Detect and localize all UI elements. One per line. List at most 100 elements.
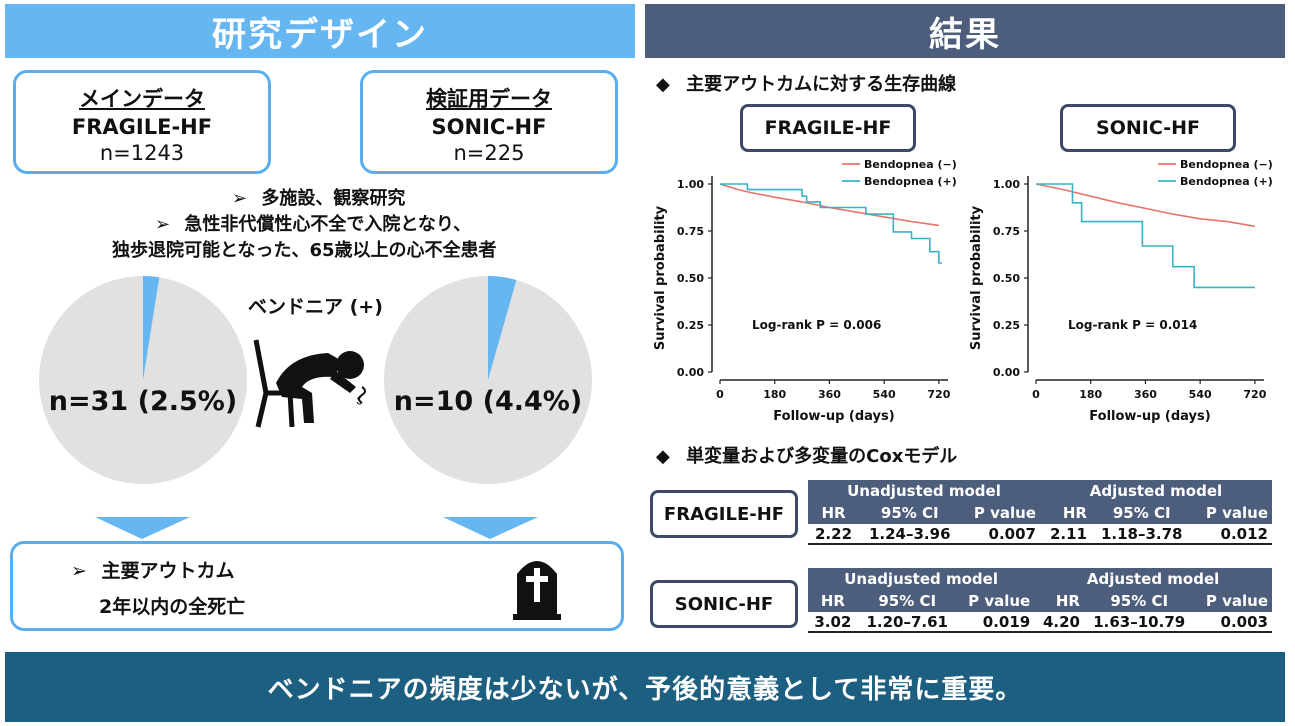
cell-hr: 2.22 [808,524,860,545]
unadjusted-header: Unadjusted model [808,568,1035,590]
sonic-pie-label: n=10 (4.4%) [393,386,583,417]
x-axis-label: Follow-up (days) [1089,409,1210,424]
series-line [720,183,942,264]
legend-label: Bendopnea (+) [1180,175,1273,188]
pie-slice-bendopnea [143,276,160,380]
col-ci: 95% CI [857,590,957,612]
sonic-survival-chart: 0.00 0.25 0.50 0.75 1.00 0 180 360 540 720 Follow-… [969,158,1273,424]
series-line [1036,183,1255,289]
fragile-chart-label: FRAGILE-HF [740,104,916,152]
pie-slice-bendopnea [488,276,517,380]
cox-group-header-row: Unadjusted model Adjusted model [808,480,1272,502]
cox-section-title: ◆ 単変量および多変量のCoxモデル [656,442,957,468]
x-tick-label: 0 [716,388,724,401]
legend-label: Bendopnea (−) [864,158,957,171]
design-point-2a-text: 急性非代償性心不全で入院となり、 [184,214,472,235]
cell-ci: 1.18–3.78 [1090,524,1193,545]
survival-section-title-text: 主要アウトカムに対する生存曲線 [686,74,957,95]
fragile-survival-chart: 0.00 0.25 0.50 0.75 1.00 0 180 360 540 720 Follow-… [653,158,957,424]
col-ci: 95% CI [1083,590,1195,612]
y-tick-label: 1.00 [677,178,704,191]
table-row: 2.22 1.24–3.96 0.007 2.11 1.18–3.78 0.01… [808,524,1272,545]
y-tick-label: 1.00 [993,178,1020,191]
y-tick-label: 0.75 [993,225,1020,238]
cox-col-header-row: HR 95% CI P value HR 95% CI P value [808,502,1272,524]
y-tick-label: 0.25 [993,319,1020,332]
cell-p: 0.007 [960,524,1040,545]
right-header: 結果 [645,4,1285,58]
col-p: P value [956,590,1035,612]
validation-cohort-box: 検証用データ SONIC-HF n=225 [360,70,618,174]
cox-group-header-row: Unadjusted model Adjusted model [808,568,1272,590]
cell-p: 0.019 [956,612,1035,633]
cell-hr: 2.11 [1039,524,1091,545]
cox-sonic-table: Unadjusted model Adjusted model HR 95% C… [808,568,1272,633]
sonic-chart-label: SONIC-HF [1060,104,1236,152]
unadjusted-header: Unadjusted model [808,480,1040,502]
cell-ci: 1.20–7.61 [857,612,957,633]
cell-p: 0.003 [1194,612,1272,633]
cell-hr: 3.02 [808,612,858,633]
outcome-line-2: 2年以内の全死亡 [99,596,246,618]
cox-fragile-table: Unadjusted model Adjusted model HR 95% C… [808,480,1272,545]
down-arrow-icon [95,517,190,539]
diamond-icon: ◆ [656,446,670,467]
col-p: P value [960,502,1040,524]
col-hr: HR [808,502,860,524]
y-tick-label: 0.50 [677,272,704,285]
validation-cohort-name: SONIC-HF [431,115,547,139]
cox-sonic-label: SONIC-HF [650,580,798,628]
bullet-arrow-icon: ➢ [71,560,87,582]
outcome-line-1: ➢ 主要アウトカム [71,556,235,583]
x-tick-label: 0 [1032,388,1040,401]
main-cohort-n: n=1243 [99,141,185,165]
y-tick-label: 0.00 [677,366,704,379]
legend-label: Bendopnea (−) [1180,158,1273,171]
diamond-icon: ◆ [656,74,670,95]
series-line [1035,183,1256,228]
adjusted-header: Adjusted model [1039,480,1272,502]
x-tick-label: 720 [927,388,950,401]
y-tick-label: 0.50 [993,272,1020,285]
survival-section-title: ◆ 主要アウトカムに対する生存曲線 [656,70,956,96]
col-ci: 95% CI [859,502,961,524]
cell-hr: 4.20 [1034,612,1084,633]
y-tick-label: 0.75 [677,225,704,238]
cell-p: 0.012 [1192,524,1272,545]
col-p: P value [1194,590,1272,612]
main-cohort-title: メインデータ [79,87,205,111]
col-hr: HR [1034,590,1084,612]
cox-col-header-row: HR 95% CI P value HR 95% CI P value [808,590,1272,612]
fragile-pie [39,276,247,484]
conclusion-banner: ベンドニアの頻度は少ないが、予後的意義として非常に重要。 [5,652,1285,722]
series-line [719,183,940,227]
fragile-pie-label: n=31 (2.5%) [48,386,238,417]
table-row: 3.02 1.20–7.61 0.019 4.20 1.63–10.79 0.0… [808,612,1272,633]
col-p: P value [1192,502,1272,524]
down-arrow-icon [443,517,538,539]
design-point-2: ➢ 急性非代償性心不全で入院となり、 [155,210,471,236]
col-ci: 95% CI [1090,502,1193,524]
validation-cohort-n: n=225 [453,141,525,165]
x-tick-label: 360 [818,388,841,401]
y-axis-label: Survival probability [653,205,668,350]
cell-ci: 1.24–3.96 [859,524,961,545]
cox-fragile-label: FRAGILE-HF [650,490,798,538]
x-tick-label: 180 [1079,388,1102,401]
main-cohort-box: メインデータ FRAGILE-HF n=1243 [13,70,271,174]
y-axis-label: Survival probability [969,205,984,350]
logrank-annotation: Log-rank P = 0.014 [1068,318,1197,332]
adjusted-header: Adjusted model [1034,568,1272,590]
design-point-2b: 独歩退院可能となった、65歳以上の心不全患者 [112,240,497,261]
main-cohort-name: FRAGILE-HF [71,115,213,139]
bullet-arrow-icon: ➢ [232,188,248,209]
outcome-box: ➢ 主要アウトカム 2年以内の全死亡 [10,541,624,631]
sonic-pie [384,276,592,484]
col-hr: HR [808,590,858,612]
cell-ci: 1.63–10.79 [1083,612,1195,633]
outcome-line-1-text: 主要アウトカム [101,560,235,582]
design-point-1: ➢ 多施設、観察研究 [232,184,405,210]
bendopnea-label: ベンドニア (+) [248,296,383,318]
logrank-annotation: Log-rank P = 0.006 [752,318,881,332]
bullet-arrow-icon: ➢ [155,214,171,235]
